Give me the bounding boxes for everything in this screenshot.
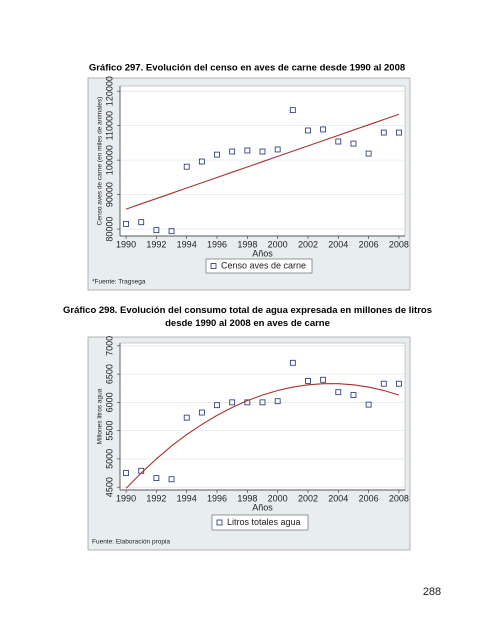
marker: [335, 389, 342, 396]
marker: [396, 129, 402, 136]
x-tick-label: 1998: [237, 493, 257, 503]
x-tick-label: 1992: [146, 493, 166, 503]
source-note: *Fuente: Tragsega: [92, 279, 146, 286]
marker: [198, 158, 205, 165]
marker: [168, 476, 175, 483]
x-tick-label: 2002: [298, 239, 318, 249]
marker: [168, 228, 175, 235]
marker: [350, 140, 357, 147]
x-tick-label: 2008: [389, 239, 409, 249]
marker: [380, 380, 387, 387]
marker: [123, 470, 129, 476]
marker: [274, 398, 281, 405]
legend-label: Litros totales agua: [227, 517, 301, 527]
x-tick-label: 2008: [389, 493, 409, 503]
y-tick-label: 7000: [104, 336, 114, 356]
marker: [274, 146, 281, 153]
chart-title: Gráfico 297. Evolución del censo en aves…: [89, 63, 405, 74]
y-tick-label: 5000: [104, 449, 114, 469]
page-number: 288: [423, 586, 441, 598]
x-tick-label: 2006: [359, 493, 379, 503]
y-tick-label: 5500: [104, 421, 114, 441]
marker: [289, 359, 296, 366]
y-tick-label: 6000: [104, 392, 114, 412]
plot-area: [119, 342, 406, 491]
x-tick-label: 2004: [328, 493, 348, 503]
x-tick-label: 1992: [146, 239, 166, 249]
x-tick-label: 1998: [237, 239, 257, 249]
caption-box: Gráfico 298. Evolución del consumo total…: [62, 305, 433, 329]
y-tick-label: 4500: [104, 477, 114, 497]
y-axis-title: Millones litros agua: [97, 388, 104, 444]
y-tick-label: 100000: [104, 145, 114, 175]
y-tick-label: 6500: [104, 364, 114, 384]
marker: [183, 163, 190, 170]
x-tick-label: 2004: [328, 239, 348, 249]
x-tick-label: 2002: [298, 493, 318, 503]
x-tick-label: 2000: [268, 493, 288, 503]
marker: [335, 138, 342, 145]
marker: [259, 148, 266, 155]
chart-title: Gráfico 298. Evolución del consumo total…: [62, 305, 433, 329]
marker: [289, 107, 296, 114]
marker: [214, 151, 220, 158]
marker: [305, 127, 311, 134]
x-tick-label: 2006: [359, 239, 379, 249]
marker: [138, 219, 145, 226]
legend-box: [205, 258, 313, 274]
marker: [365, 150, 372, 157]
fit-line: [125, 383, 400, 489]
marker: [183, 414, 190, 421]
marker: [153, 475, 160, 482]
marker: [380, 129, 387, 136]
marker: [365, 401, 372, 408]
x-tick-label: 1996: [207, 493, 227, 503]
marker: [244, 147, 251, 154]
marker: [396, 380, 402, 387]
x-axis-title: Años: [252, 248, 273, 258]
legend-marker: [216, 519, 223, 526]
marker: [259, 399, 266, 406]
marker: [198, 409, 205, 416]
fit-line: [125, 113, 400, 210]
x-tick-label: 1990: [116, 239, 136, 249]
source-note: Fuente: Elaboración propia: [92, 539, 170, 546]
y-axis-title: Censo aves de carne (en miles de animale…: [97, 97, 104, 226]
legend-label: Censo aves de carne: [221, 260, 306, 270]
x-tick-label: 1994: [177, 239, 197, 249]
marker: [320, 126, 327, 133]
x-tick-label: 1996: [207, 239, 227, 249]
y-tick-label: 110000: [104, 111, 114, 140]
y-tick-label: 80000: [104, 217, 114, 242]
marker: [229, 148, 236, 155]
x-tick-label: 1990: [116, 493, 136, 503]
y-tick-label: 120000: [104, 76, 114, 106]
marker: [229, 399, 236, 406]
legend-box: [211, 514, 309, 531]
marker: [350, 392, 357, 398]
x-tick-label: 1994: [177, 493, 197, 503]
x-axis-title: Años: [252, 502, 273, 512]
marker: [305, 377, 311, 384]
y-tick-label: 90000: [104, 182, 114, 207]
marker: [214, 402, 220, 409]
marker: [123, 221, 129, 227]
marker: [153, 227, 160, 234]
x-tick-label: 2000: [268, 239, 288, 249]
marker: [320, 376, 327, 383]
plot-area: [119, 85, 406, 237]
legend-marker: [210, 263, 217, 269]
